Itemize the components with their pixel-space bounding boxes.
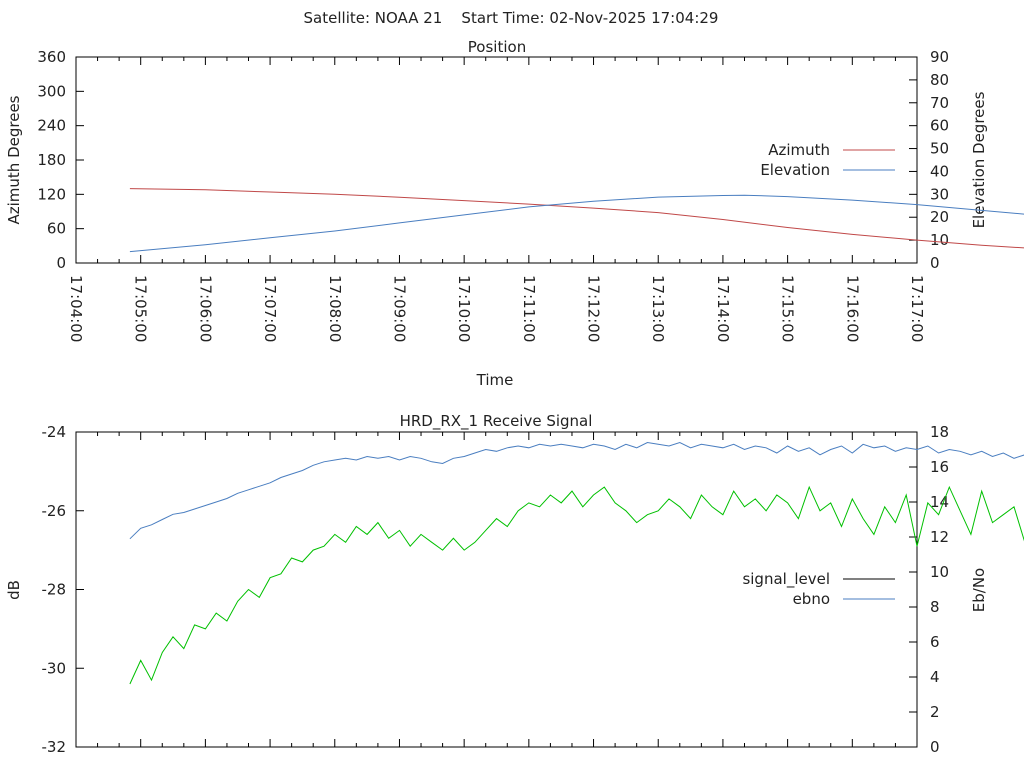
- signal-chart-title: HRD_RX_1 Receive Signal: [400, 412, 593, 431]
- y-tick-label: -28: [42, 581, 67, 599]
- y2-tick-label: 18: [930, 423, 949, 441]
- y2-tick-label: 70: [930, 94, 949, 112]
- x-tick-label: 17:15:00: [779, 275, 797, 342]
- y2-tick-label: 10: [930, 563, 949, 581]
- y-tick-label: 240: [37, 117, 66, 135]
- x-tick-label: 17:06:00: [196, 275, 214, 342]
- position-y-label: Azimuth Degrees: [5, 95, 23, 224]
- y2-tick-label: 90: [930, 48, 949, 66]
- x-tick-label: 17:11:00: [520, 275, 538, 342]
- y-tick-label: 180: [37, 151, 66, 169]
- x-tick-label: 17:08:00: [326, 275, 344, 342]
- plot-border: [75, 431, 918, 748]
- plot-border: [75, 56, 918, 264]
- x-tick-label: 17:16:00: [843, 275, 861, 342]
- y2-tick-label: 0: [930, 738, 940, 756]
- y2-tick-label: 30: [930, 185, 949, 203]
- x-tick-label: 17:05:00: [132, 275, 150, 342]
- y2-tick-label: 80: [930, 71, 949, 89]
- signal-plot: -32 -30 -28 -26 -24 0 2 4 6 8 10 12 14 16 18 signal_lev…: [42, 423, 1024, 756]
- header-title: Satellite: NOAA 21 Start Time: 02-Nov-20…: [304, 9, 719, 27]
- x-tick-label: 17:10:00: [455, 275, 473, 342]
- legend-label: signal_level: [742, 570, 830, 589]
- position-y2-label: Elevation Degrees: [970, 91, 988, 228]
- y-tick-label: 0: [56, 254, 66, 272]
- y2-tick-label: 6: [930, 633, 940, 651]
- y2-tick-label: 16: [930, 458, 949, 476]
- y2-tick-label: 0: [930, 254, 940, 272]
- y2-tick-label: 2: [930, 703, 940, 721]
- y2-tick-label: 4: [930, 668, 940, 686]
- y2-tick-label: 12: [930, 528, 949, 546]
- ebno-line: [129, 441, 1024, 540]
- y-tick-label: 120: [37, 185, 66, 203]
- legend-label: ebno: [793, 590, 830, 608]
- y2-tick-label: 50: [930, 140, 949, 158]
- signal-y2-label: Eb/No: [970, 568, 988, 612]
- y2-tick-label: 60: [930, 117, 949, 135]
- y2-tick-label: 14: [930, 493, 949, 511]
- y-tick-label: 300: [37, 82, 66, 100]
- signal-y-label: dB: [5, 580, 23, 600]
- y-tick-label: 60: [47, 220, 66, 238]
- position-plot: 0 60 120 180 240 300 360 0 10 20 30 40 50 60 70 80 90 17:…: [37, 48, 1024, 342]
- y2-tick-label: 20: [930, 208, 949, 226]
- y-tick-label: -26: [42, 502, 67, 520]
- signal-level-line: [129, 485, 1024, 685]
- y2-tick-label: 8: [930, 598, 940, 616]
- x-tick-label: 17:17:00: [908, 275, 926, 342]
- position-x-label: Time: [476, 371, 514, 389]
- x-tick-label: 17:07:00: [261, 275, 279, 342]
- y-tick-label: -30: [42, 659, 67, 677]
- y2-tick-label: 40: [930, 162, 949, 180]
- y2-tick-label: 10: [930, 231, 949, 249]
- position-chart-title: Position: [468, 38, 526, 56]
- y-tick-label: -24: [42, 423, 67, 441]
- x-tick-label: 17:14:00: [714, 275, 732, 342]
- x-tick-label: 17:04:00: [67, 275, 85, 342]
- y-tick-label: -32: [42, 738, 67, 756]
- x-tick-label: 17:09:00: [390, 275, 408, 342]
- x-tick-label: 17:13:00: [649, 275, 667, 342]
- x-tick-label: 17:12:00: [585, 275, 603, 342]
- azimuth-line: [129, 188, 1024, 249]
- elevation-line: [129, 194, 1024, 253]
- y-tick-label: 360: [37, 48, 66, 66]
- legend-label: Elevation: [760, 161, 830, 179]
- legend-label: Azimuth: [768, 141, 830, 159]
